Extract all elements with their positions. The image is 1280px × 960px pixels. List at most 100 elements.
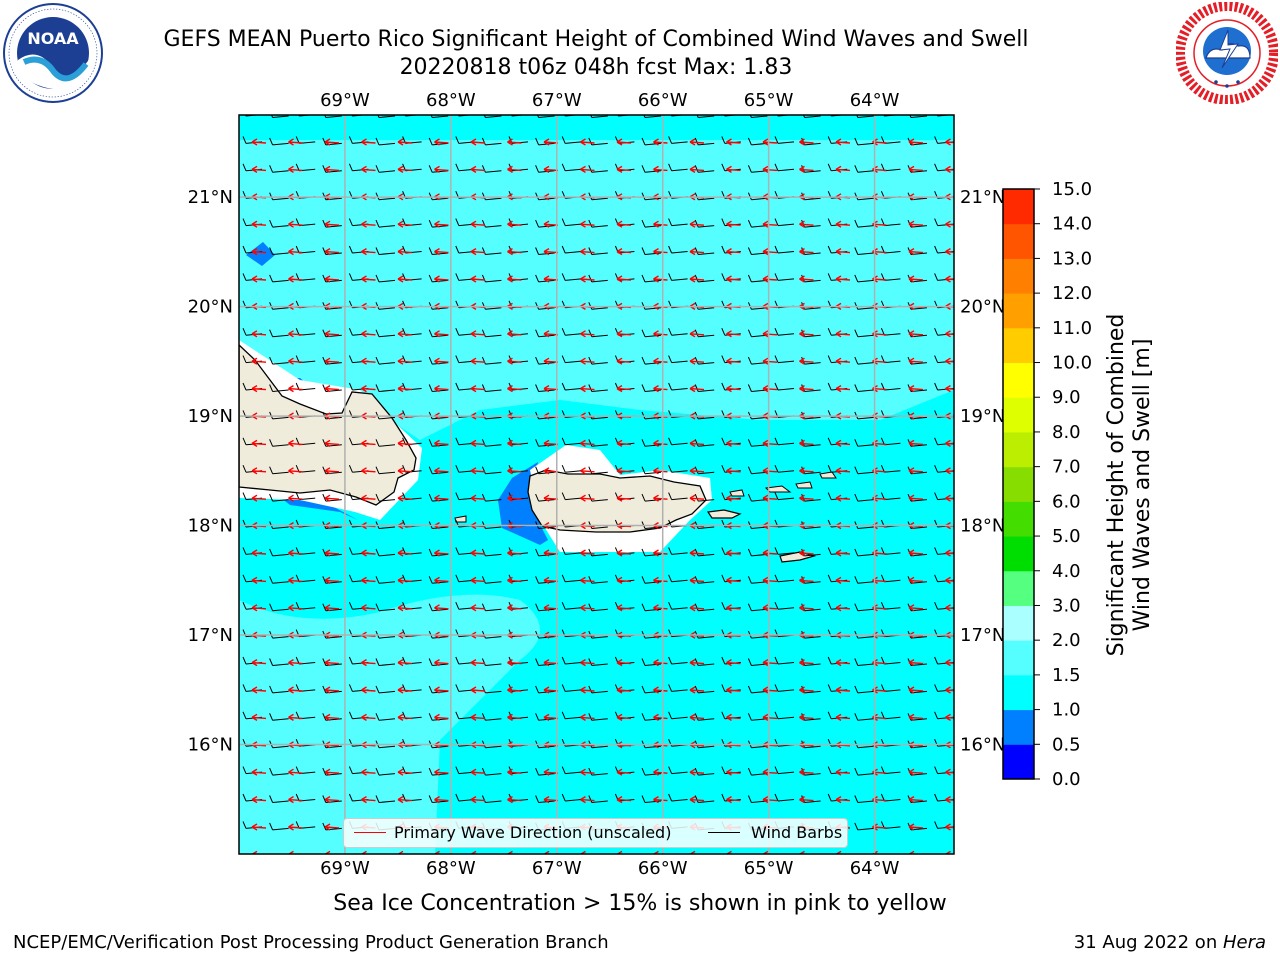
wave-arrow [361, 686, 376, 694]
wave-arrow [835, 549, 851, 557]
wind-barb [375, 356, 396, 365]
wave-arrow [470, 686, 486, 694]
wave-arrow [616, 658, 632, 667]
wave-arrow [470, 467, 486, 475]
colorbar-swatch [1003, 189, 1034, 225]
wave-arrow [361, 713, 376, 722]
wind-barb [854, 576, 874, 584]
wind-barb [428, 356, 449, 365]
wind-barb [481, 247, 502, 255]
wind-barb [801, 576, 821, 584]
wave-arrow [580, 138, 595, 146]
land-virgin-islands [454, 471, 837, 523]
wind-barb [324, 115, 342, 118]
wave-arrow [616, 576, 632, 585]
wind-barb [774, 602, 795, 610]
wave-arrow [689, 165, 705, 174]
wind-barb [588, 685, 608, 694]
wave-arrow [616, 330, 632, 338]
wave-arrow [507, 549, 522, 557]
wind-barb [428, 713, 449, 721]
wind-barb [909, 115, 928, 118]
wave-arrow [799, 138, 814, 146]
wave-arrow [799, 604, 814, 612]
wave-arrow [470, 384, 486, 393]
wind-barb [801, 493, 821, 502]
wave-arrow [945, 768, 954, 776]
wind-barb [269, 192, 289, 201]
wave-arrow [726, 384, 741, 393]
wind-barb [774, 328, 795, 336]
legend-wind-barbs-swatch [708, 832, 740, 833]
wind-barb [588, 493, 608, 502]
wave-arrow [507, 467, 522, 475]
wind-barb [588, 247, 608, 255]
wave-arrow [288, 823, 303, 831]
wave-arrow [434, 247, 449, 256]
wave-arrow [543, 494, 559, 502]
wind-barb [269, 219, 289, 228]
wave-arrow [507, 439, 522, 448]
wave-arrow [434, 220, 449, 228]
colorbar-swatch [1003, 674, 1034, 711]
wave-arrow [653, 357, 668, 365]
wind-barb [428, 274, 449, 283]
wind-barb [641, 713, 662, 721]
wave-arrow [653, 384, 668, 393]
wave-arrow [580, 658, 595, 667]
wave-arrow [507, 658, 522, 667]
wind-barb [561, 355, 582, 364]
wind-barb [801, 356, 821, 365]
wave-arrow [580, 165, 595, 174]
wind-barb [561, 273, 582, 281]
wave-arrow [324, 165, 340, 174]
wave-arrow [470, 165, 486, 174]
wave-arrow [835, 357, 851, 365]
wave-arrow [689, 220, 705, 228]
wave-arrow [361, 494, 376, 502]
wind-barb [694, 165, 715, 173]
colorbar-swatch [1003, 327, 1034, 364]
wind-barb [428, 466, 449, 475]
colorbar-swatch [1003, 466, 1034, 502]
wind-barb [668, 273, 688, 281]
wind-barb [694, 274, 715, 283]
wind-barb [668, 492, 688, 501]
wave-arrow [726, 658, 741, 667]
wave-arrow [835, 330, 851, 338]
wave-arrow [288, 439, 303, 448]
wave-arrow [616, 686, 632, 694]
wave-arrow [507, 247, 522, 256]
wind-barb [774, 218, 795, 227]
wind-barb [428, 165, 449, 173]
wave-arrow [799, 275, 814, 283]
wave-arrow [580, 384, 595, 393]
wave-arrow [945, 330, 954, 338]
wave-arrow [799, 768, 814, 776]
wave-arrow [507, 384, 522, 393]
wind-barb [694, 466, 715, 475]
wave-arrow [908, 604, 924, 612]
wave-arrow [397, 247, 413, 256]
wind-barb [481, 658, 502, 666]
wind-barb [481, 219, 502, 228]
wave-arrow [470, 357, 486, 365]
lat-tick-label-right: 21°N [960, 187, 1005, 208]
wave-arrow [324, 686, 340, 694]
wave-arrow [288, 658, 303, 667]
wave-arrow [580, 795, 595, 804]
wave-arrow [507, 357, 522, 365]
wind-barb [854, 384, 874, 392]
colorbar-tick-label: 2.0 [1052, 630, 1081, 651]
wind-barb [854, 439, 874, 447]
wind-barb [641, 439, 662, 447]
wind-barb [801, 603, 821, 612]
wind-barb [588, 219, 608, 228]
colorbar-tick-label: 0.5 [1052, 734, 1081, 755]
contour-1.5m-north [239, 140, 954, 440]
wind-barb [375, 795, 396, 803]
wind-barb [641, 685, 662, 694]
wave-arrow [324, 823, 340, 831]
wave-arrow [361, 138, 376, 146]
wave-arrow [726, 357, 741, 365]
